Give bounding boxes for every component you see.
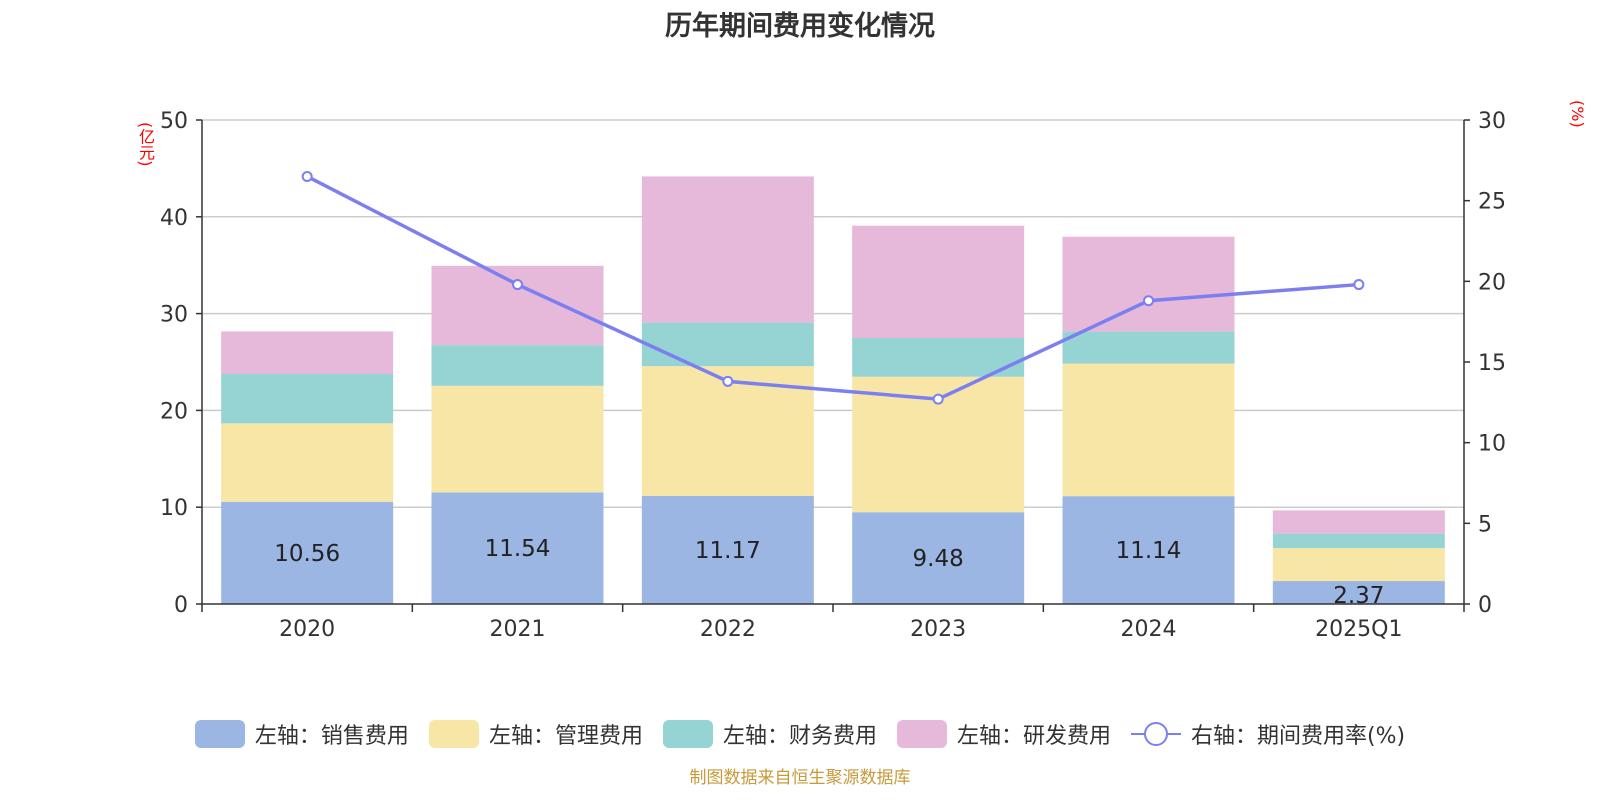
bar-segment-2-2025Q1 [1272, 533, 1445, 549]
expense-rate-point-2025Q1 [1353, 279, 1365, 291]
legend-swatch-expense-rate [1130, 720, 1181, 748]
expense-rate-line [306, 174, 1359, 401]
legend-label-finance: 左轴：财务费用 [722, 724, 877, 749]
left-axis-tick-label: 10 [160, 496, 188, 521]
expense-rate-point-2023 [932, 393, 944, 405]
right-axis-tick-label: 25 [1478, 190, 1506, 215]
expense-rate-point-2020 [301, 170, 313, 182]
bar-data-label: 2.37 [1333, 583, 1384, 609]
bar-segment-3-2023 [852, 225, 1025, 338]
bar-segment-3-2022 [641, 176, 814, 323]
left-axis-tick-label: 0 [174, 593, 188, 618]
legend-item-expense-rate[interactable]: 右轴：期间费用率(%) [1130, 718, 1406, 750]
right-axis-tick-label: 30 [1478, 109, 1506, 134]
legend-item-finance[interactable]: 左轴：财务费用 [662, 718, 877, 750]
right-axis-unit: (%) [1568, 100, 1587, 128]
expense-rate-point-2024 [1143, 295, 1154, 307]
right-axis-tick-label: 0 [1478, 593, 1492, 618]
expense-rate-point-2021 [512, 279, 523, 291]
legend-label-expense-rate: 右轴：期间费用率(%) [1190, 724, 1406, 749]
right-axis-tick-label: 15 [1478, 351, 1506, 376]
data-source-note: 制图数据来自恒生聚源数据库 [689, 768, 911, 788]
bar-segment-1-2021 [431, 385, 604, 493]
bar-segment-3-2021 [431, 265, 604, 346]
bar-data-label: 9.48 [913, 546, 964, 572]
bar-segment-0-2020 [221, 501, 394, 604]
bar-data-label: 11.17 [695, 538, 761, 564]
legend-item-rd[interactable]: 左轴：研发费用 [896, 718, 1111, 750]
left-axis-tick-label: 30 [160, 303, 188, 328]
bar-segment-2-2023 [852, 337, 1025, 377]
left-axis-tick-label: 20 [160, 399, 188, 424]
chart-canvas: 0 10 20 30 40 50 0 5 10 15 20 25 30 10.56 2020 11.54 202… [160, 109, 1506, 642]
legend-label-sales: 左轴：销售费用 [254, 724, 409, 749]
bar-segment-2-2022 [641, 322, 814, 367]
x-axis-tick-label: 2021 [490, 617, 546, 642]
x-axis-tick-label: 2024 [1121, 617, 1177, 642]
x-axis-tick-label: 2020 [279, 617, 335, 642]
legend: 左轴：销售费用 左轴：管理费用 左轴：财务费用 左轴：研发费用 右轴：期间费用率… [0, 718, 1600, 750]
bar-segment-3-2024 [1062, 236, 1235, 332]
left-axis-unit: (亿元) [136, 122, 155, 167]
chart-title: 历年期间费用变化情况 [665, 11, 935, 42]
bar-segment-0-2025Q1 [1272, 581, 1445, 604]
bar-segment-3-2025Q1 [1272, 510, 1445, 534]
bar-segment-1-2024 [1062, 363, 1235, 497]
right-axis-tick-label: 20 [1478, 270, 1506, 295]
bar-segment-3-2020 [221, 331, 394, 375]
bar-segment-0-2024 [1062, 496, 1235, 604]
expense-rate-point-2022 [722, 375, 734, 387]
bar-segment-1-2025Q1 [1272, 548, 1445, 582]
x-axis-tick-label: 2025Q1 [1315, 617, 1402, 642]
legend-swatch-sales [194, 720, 245, 748]
bar-data-label: 11.14 [1116, 538, 1182, 564]
bar-segment-2-2021 [431, 345, 604, 386]
legend-item-sales[interactable]: 左轴：销售费用 [194, 718, 409, 750]
legend-swatch-finance [662, 720, 713, 748]
right-axis-tick-label: 5 [1478, 512, 1492, 537]
bar-data-label: 11.54 [485, 536, 551, 562]
bar-segment-0-2023 [852, 512, 1025, 604]
left-axis-tick-label: 50 [160, 109, 188, 134]
bar-segment-2-2020 [221, 374, 394, 424]
x-axis-tick-label: 2022 [700, 617, 756, 642]
legend-label-rd: 左轴：研发费用 [956, 724, 1111, 749]
legend-item-admin[interactable]: 左轴：管理费用 [428, 718, 643, 750]
legend-swatch-rd [896, 720, 947, 748]
right-axis-tick-label: 10 [1478, 432, 1506, 457]
bar-segment-0-2022 [641, 495, 814, 604]
legend-swatch-admin [428, 720, 479, 748]
bar-segment-0-2021 [431, 492, 604, 604]
legend-label-admin: 左轴：管理费用 [488, 724, 643, 749]
x-axis-tick-label: 2023 [910, 617, 966, 642]
bar-data-label: 10.56 [274, 541, 340, 567]
left-axis-tick-label: 40 [160, 206, 188, 231]
bar-segment-1-2020 [221, 423, 394, 502]
bar-segment-2-2024 [1062, 331, 1235, 364]
